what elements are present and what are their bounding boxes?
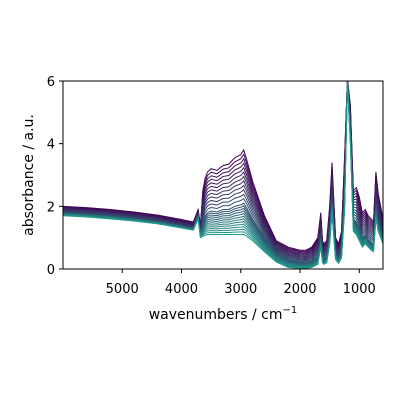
x-tick-label: 1000 [343,282,376,297]
x-axis-label-text: wavenumbers / cm [149,307,283,323]
y-tick-label: 2 [47,200,55,215]
y-tick-label: 0 [47,263,55,278]
x-tick-label: 2000 [283,282,316,297]
y-axis-label: absorbance / a.u. [21,114,37,236]
y-axis-ticks: 0 2 4 6 [47,75,63,278]
x-tick-label: 4000 [165,282,198,297]
plot-frame [62,80,384,270]
spectrum-line-25 [63,84,383,269]
y-tick-label: 4 [47,138,55,153]
spectra-lines [63,81,383,269]
x-axis-ticks: 5000 4000 3000 2000 1000 [106,269,376,297]
x-axis-label: wavenumbers / cm−1 [149,305,298,323]
x-axis-label-superscript: −1 [283,305,298,316]
y-tick-label: 6 [47,75,55,90]
x-tick-label: 3000 [224,282,257,297]
x-tick-label: 5000 [106,282,139,297]
